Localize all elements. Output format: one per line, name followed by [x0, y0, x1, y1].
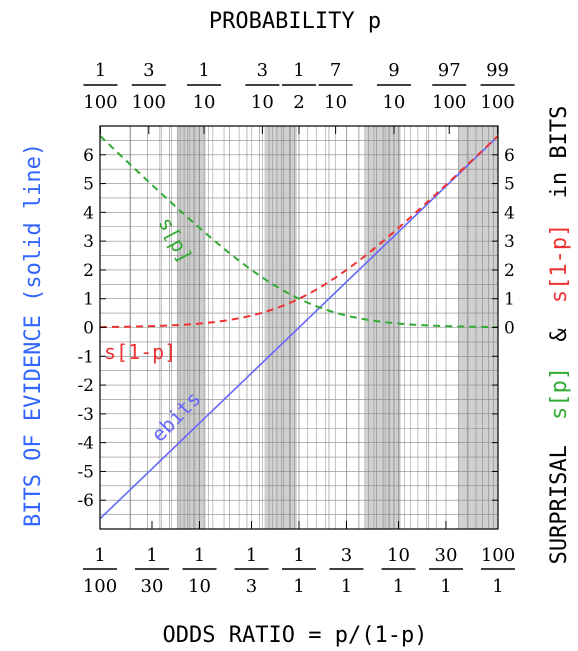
right-axis-label-prefix: SURPRISAL: [547, 445, 572, 564]
bottom-tick-denominator: 1: [440, 576, 451, 597]
left-tick-label: -6: [77, 491, 94, 511]
right-tick-label: 3: [504, 232, 515, 252]
right-tick-label: 1: [504, 290, 515, 310]
right-axis-label-s1mp: s[1-p]: [547, 224, 572, 303]
right-axis-label-amp: &: [547, 328, 572, 342]
right-tick-label: 0: [504, 319, 515, 339]
left-tick-label: -4: [77, 434, 94, 454]
top-tick-numerator: 1: [198, 60, 209, 81]
top-tick-numerator: 7: [330, 60, 341, 81]
top-tick-denominator: 2: [293, 92, 304, 113]
right-tick-label: 2: [504, 261, 515, 281]
x-axis-label: ODDS RATIO = p/(1-p): [163, 623, 428, 648]
top-tick-denominator: 10: [382, 92, 405, 113]
bottom-tick-numerator: 30: [435, 545, 458, 566]
left-axis-label: BITS OF EVIDENCE (solid line): [21, 143, 46, 527]
series-line-0: [99, 135, 499, 520]
top-tick-denominator: 10: [193, 92, 216, 113]
bottom-tick-denominator: 100: [83, 576, 117, 597]
right-tick-label: 5: [504, 175, 515, 195]
series-line-2: [99, 135, 499, 329]
top-tick-denominator: 100: [480, 92, 514, 113]
chart-title: PROBABILITY p: [209, 9, 381, 34]
top-tick-numerator: 1: [293, 60, 304, 81]
left-tick-label: 4: [83, 203, 94, 223]
data-curves: [99, 135, 499, 520]
top-tick-numerator: 3: [257, 60, 268, 81]
top-tick-numerator: 1: [95, 60, 106, 81]
bottom-tick-denominator: 10: [188, 576, 211, 597]
top-tick-denominator: 10: [251, 92, 274, 113]
left-tick-label: 0: [83, 319, 94, 339]
top-tick-denominator: 100: [432, 92, 466, 113]
bottom-tick-numerator: 1: [146, 545, 157, 566]
right-axis-label: SURPRISAL s[p] & s[1-p] in BITS: [547, 106, 572, 565]
right-tick-label: 6: [504, 146, 515, 166]
top-tick-numerator: 9: [388, 60, 399, 81]
right-axis-label-sp: s[p]: [547, 367, 572, 420]
bottom-tick-denominator: 3: [246, 576, 257, 597]
bottom-tick-denominator: 1: [492, 576, 503, 597]
left-tick-label: 5: [83, 175, 94, 195]
bottom-tick-numerator: 1: [194, 545, 205, 566]
top-tick-numerator: 3: [143, 60, 154, 81]
series-line-1: [99, 135, 499, 329]
top-tick-numerator: 99: [486, 60, 509, 81]
tick-marks: [99, 126, 499, 529]
right-axis-label-suffix: in BITS: [547, 106, 572, 199]
top-tick-denominator: 100: [132, 92, 166, 113]
tick-labels: 1100310011031012710910971009910011001301…: [77, 60, 515, 597]
left-tick-label: 1: [83, 290, 94, 310]
left-tick-label: -3: [77, 405, 94, 425]
left-tick-label: -2: [77, 376, 94, 396]
bottom-tick-denominator: 1: [293, 576, 304, 597]
bottom-tick-numerator: 100: [481, 545, 515, 566]
bottom-tick-numerator: 1: [293, 545, 304, 566]
left-tick-label: 2: [83, 261, 94, 281]
bottom-tick-numerator: 3: [341, 545, 352, 566]
bottom-tick-numerator: 10: [387, 545, 410, 566]
left-tick-label: -5: [77, 462, 94, 482]
top-tick-denominator: 100: [83, 92, 117, 113]
top-tick-denominator: 10: [324, 92, 347, 113]
bottom-tick-denominator: 1: [393, 576, 404, 597]
left-tick-label: -1: [77, 347, 94, 367]
left-tick-label: 6: [83, 146, 94, 166]
bottom-tick-denominator: 30: [141, 576, 164, 597]
bottom-tick-numerator: 1: [246, 545, 257, 566]
bottom-tick-denominator: 1: [341, 576, 352, 597]
bottom-tick-numerator: 1: [94, 545, 105, 566]
left-tick-label: 3: [83, 232, 94, 252]
right-tick-label: 4: [504, 203, 515, 223]
annotation-s-1-p: s[1-p]: [104, 340, 176, 364]
top-tick-numerator: 97: [438, 60, 461, 81]
